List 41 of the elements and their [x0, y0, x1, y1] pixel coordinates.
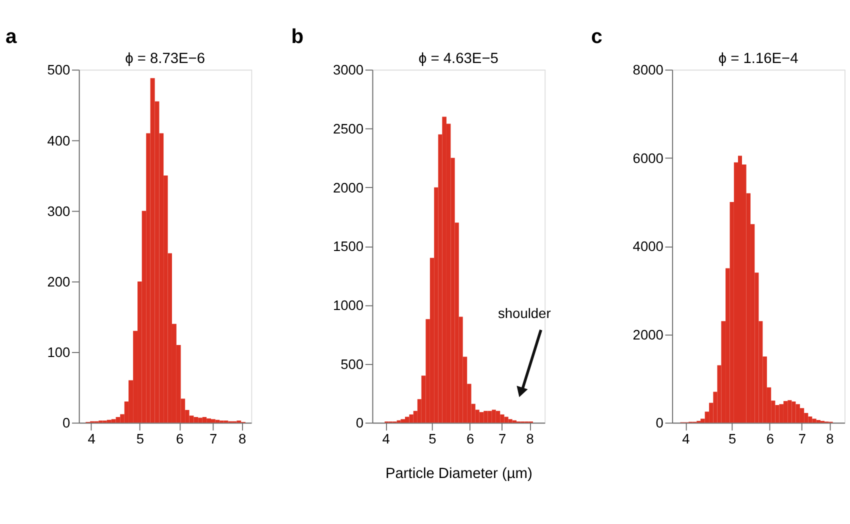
y-tick-label: 2000: [332, 180, 364, 196]
x-tick-label: 6: [176, 431, 184, 446]
x-tick-label: 4: [682, 431, 690, 446]
y-tick-label: 500: [47, 62, 70, 78]
chart-title: a: [5, 26, 18, 48]
x-tick-label: 5: [728, 431, 736, 446]
y-tick-label: 1000: [332, 298, 364, 314]
x-tick-label: 7: [798, 431, 806, 446]
x-tick-label: 7: [210, 431, 218, 446]
x-tick-label: 7: [498, 431, 506, 446]
y-tick-label: 100: [47, 345, 70, 360]
x-tick-label: 4: [88, 431, 96, 446]
x-tick-label: 5: [136, 431, 144, 446]
chart-title: b: [291, 26, 304, 48]
y-tick-label: 0: [356, 416, 364, 431]
x-tick-label: 8: [826, 431, 834, 446]
chart-title: c: [591, 26, 602, 48]
annotation: shoulder: [498, 306, 552, 322]
text: ϕ = 8.73E−6: [125, 51, 206, 68]
text: ϕ = 4.63E−5: [418, 51, 498, 68]
x-axis-title: Particle Diameter (µm): [385, 466, 532, 482]
y-tick-label: 6000: [632, 150, 664, 166]
y-tick-label: 2000: [632, 327, 664, 342]
y-tick-label: 200: [47, 274, 70, 290]
y-tick-label: 3000: [332, 62, 364, 78]
y-tick-label: 300: [47, 204, 70, 219]
y-tick-label: 0: [656, 416, 664, 431]
x-tick-label: 8: [238, 431, 247, 446]
y-tick-label: 400: [47, 133, 70, 148]
text: ϕ = 1.16E−4: [718, 51, 798, 68]
x-tick-label: 8: [526, 431, 534, 446]
y-tick-label: 1500: [332, 239, 364, 254]
y-tick-label: 2500: [332, 122, 364, 137]
y-tick-label: 0: [62, 416, 70, 431]
y-tick-label: 8000: [632, 62, 664, 78]
x-tick-label: 6: [466, 431, 475, 446]
x-tick-label: 4: [382, 431, 390, 446]
x-tick-label: 6: [766, 431, 774, 446]
y-tick-label: 4000: [632, 239, 664, 254]
y-tick-label: 500: [340, 356, 364, 372]
x-tick-label: 5: [428, 431, 437, 446]
